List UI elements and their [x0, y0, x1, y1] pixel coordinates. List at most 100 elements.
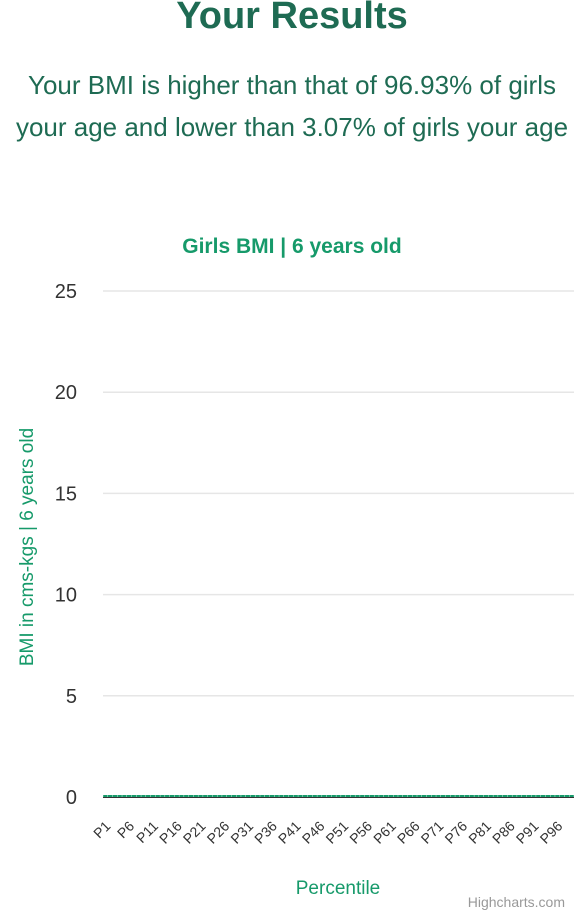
- bar-p52[interactable]: [345, 795, 351, 797]
- bar-p73[interactable]: [445, 795, 451, 797]
- bar-p88[interactable]: [517, 795, 522, 797]
- bar-p56[interactable]: [364, 795, 370, 797]
- bar-p46[interactable]: [317, 795, 322, 797]
- bar-p48[interactable]: [326, 795, 332, 797]
- bar-p9[interactable]: [141, 795, 146, 797]
- bar-p40[interactable]: [288, 795, 294, 797]
- bar-p79[interactable]: [474, 795, 479, 797]
- bar-p98[interactable]: [564, 795, 570, 797]
- bar-p53[interactable]: [350, 795, 355, 797]
- bar-p45[interactable]: [312, 795, 317, 797]
- bar-p21[interactable]: [198, 795, 203, 797]
- bar-p31[interactable]: [245, 795, 251, 797]
- bar-p17[interactable]: [179, 795, 184, 797]
- bar-p32[interactable]: [250, 795, 256, 797]
- bar-p89[interactable]: [521, 795, 527, 797]
- bar-p80[interactable]: [479, 795, 484, 797]
- bar-p15[interactable]: [169, 795, 175, 797]
- bar-p10[interactable]: [146, 795, 151, 797]
- bar-p13[interactable]: [160, 795, 165, 797]
- bar-p22[interactable]: [203, 795, 208, 797]
- bar-p4[interactable]: [117, 795, 122, 797]
- bar-p28[interactable]: [231, 795, 237, 797]
- bar-p11[interactable]: [150, 795, 156, 797]
- bar-p5[interactable]: [122, 795, 127, 797]
- bar-p8[interactable]: [136, 795, 141, 797]
- credits-link[interactable]: Highcharts.com: [468, 894, 565, 910]
- bar-p30[interactable]: [241, 795, 246, 797]
- bar-p85[interactable]: [502, 795, 508, 797]
- bar-p35[interactable]: [264, 795, 270, 797]
- bar-p92[interactable]: [536, 795, 541, 797]
- bar-p33[interactable]: [255, 795, 260, 797]
- bar-p81[interactable]: [483, 795, 489, 797]
- bar-p82[interactable]: [488, 795, 493, 797]
- bar-p60[interactable]: [383, 795, 389, 797]
- bar-p54[interactable]: [355, 795, 360, 797]
- bar-p39[interactable]: [283, 795, 289, 797]
- bar-p57[interactable]: [369, 795, 374, 797]
- bar-p23[interactable]: [207, 795, 213, 797]
- bar-p47[interactable]: [322, 795, 327, 797]
- bar-p74[interactable]: [450, 795, 455, 797]
- bar-p97[interactable]: [559, 795, 565, 797]
- bar-p75[interactable]: [455, 795, 460, 797]
- bar-p86[interactable]: [507, 795, 512, 797]
- bar-p69[interactable]: [426, 795, 432, 797]
- bar-p44[interactable]: [307, 795, 313, 797]
- bar-p41[interactable]: [293, 795, 298, 797]
- bar-p50[interactable]: [336, 795, 341, 797]
- bar-p91[interactable]: [531, 795, 536, 797]
- bar-p87[interactable]: [512, 795, 517, 797]
- bar-p68[interactable]: [421, 795, 427, 797]
- bar-p18[interactable]: [184, 795, 189, 797]
- bar-p90[interactable]: [526, 795, 531, 797]
- bar-p55[interactable]: [360, 795, 365, 797]
- bar-p99[interactable]: [569, 795, 574, 797]
- bar-p7[interactable]: [131, 795, 137, 797]
- bar-p66[interactable]: [412, 795, 417, 797]
- bar-p84[interactable]: [498, 795, 503, 797]
- bar-p72[interactable]: [440, 795, 446, 797]
- bar-p37[interactable]: [274, 795, 279, 797]
- bar-p3[interactable]: [112, 795, 118, 797]
- bar-p63[interactable]: [398, 795, 403, 797]
- bar-p77[interactable]: [464, 795, 470, 797]
- bar-p27[interactable]: [226, 795, 232, 797]
- bar-p19[interactable]: [188, 795, 194, 797]
- bar-p43[interactable]: [303, 795, 308, 797]
- bar-p14[interactable]: [165, 795, 170, 797]
- bar-p24[interactable]: [212, 795, 217, 797]
- bar-p49[interactable]: [331, 795, 336, 797]
- bar-p29[interactable]: [236, 795, 241, 797]
- bar-p67[interactable]: [417, 795, 422, 797]
- bar-p20[interactable]: [193, 795, 198, 797]
- bar-p96[interactable]: [555, 795, 560, 797]
- bar-p62[interactable]: [393, 795, 398, 797]
- bar-p64[interactable]: [402, 795, 408, 797]
- bar-p36[interactable]: [269, 795, 275, 797]
- bar-p2[interactable]: [107, 795, 113, 797]
- bar-p42[interactable]: [298, 795, 303, 797]
- bar-p71[interactable]: [436, 795, 441, 797]
- bar-p58[interactable]: [374, 795, 379, 797]
- bar-p76[interactable]: [460, 795, 465, 797]
- bar-p25[interactable]: [217, 795, 222, 797]
- bar-p70[interactable]: [431, 795, 436, 797]
- bar-p34[interactable]: [260, 795, 265, 797]
- bar-p78[interactable]: [469, 795, 474, 797]
- bar-p61[interactable]: [388, 795, 394, 797]
- bar-p38[interactable]: [279, 795, 284, 797]
- bar-p59[interactable]: [379, 795, 384, 797]
- bar-p65[interactable]: [407, 795, 413, 797]
- bar-p1[interactable]: [103, 795, 108, 797]
- bar-p95[interactable]: [550, 795, 555, 797]
- bar-p93[interactable]: [540, 795, 546, 797]
- bar-p16[interactable]: [174, 795, 179, 797]
- bar-p26[interactable]: [222, 795, 227, 797]
- bar-p6[interactable]: [126, 795, 132, 797]
- bar-p94[interactable]: [545, 795, 551, 797]
- bar-p51[interactable]: [341, 795, 346, 797]
- bar-p83[interactable]: [493, 795, 498, 797]
- bar-p12[interactable]: [155, 795, 160, 797]
